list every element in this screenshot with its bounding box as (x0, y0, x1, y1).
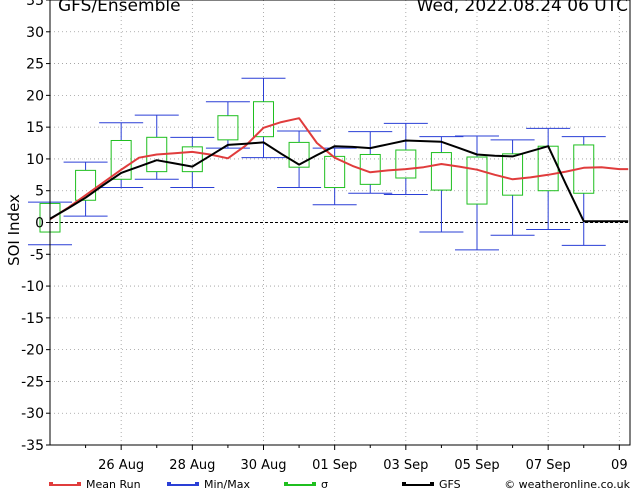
ensemble-box (134, 114, 179, 180)
y-tick-label: -25 (21, 374, 44, 390)
legend-label: GFS (439, 478, 461, 491)
y-tick-label: 5 (35, 184, 44, 200)
y-tick-label: -35 (21, 438, 44, 454)
ensemble-box (205, 101, 250, 149)
x-axis-ticks: 26 Aug 28 Aug 30 Aug 01 Sep 03 Sep 05 Sep 07 S… (85, 445, 628, 473)
ensemble-box (63, 161, 108, 217)
sigma-box (502, 153, 524, 196)
legend-label: Mean Run (86, 478, 141, 491)
ensemble-box (348, 131, 393, 194)
x-tick-label: 03 Sep (383, 458, 428, 473)
y-tick-label: -5 (30, 247, 44, 263)
ensemble-box (419, 136, 464, 233)
run-timestamp: Wed, 2022.08.24 06 UTC (416, 0, 628, 16)
x-tick-label: 05 Sep (454, 458, 499, 473)
credit-text: © weatheronline.co.uk (504, 478, 630, 491)
ensemble-box (312, 147, 357, 206)
sigma-box (217, 115, 239, 141)
sigma-box (288, 141, 310, 168)
legend-label: Min/Max (204, 478, 250, 491)
y-tick-label: -10 (21, 279, 44, 295)
x-tick-label: 28 Aug (169, 458, 215, 473)
y-tick-label: 20 (26, 88, 44, 104)
legend-item-gfs: GFS (402, 478, 461, 491)
plot-frame (49, 0, 631, 446)
ensemble-boxes (28, 77, 606, 251)
ensemble-box (383, 122, 428, 196)
legend-item-sigma: σ (284, 478, 328, 491)
x-tick-label: 09 (611, 458, 628, 473)
legend-swatch-minmax (167, 481, 199, 486)
x-tick-label: 30 Aug (240, 458, 286, 473)
y-tick-label: 15 (26, 120, 44, 136)
sigma-box (430, 152, 452, 191)
sigma-box (395, 149, 417, 179)
ensemble-box (277, 130, 322, 189)
y-tick-label: 0 (35, 216, 44, 232)
x-tick-label: 26 Aug (98, 458, 144, 473)
legend-swatch-sigma (284, 481, 316, 486)
ensemble-box (454, 135, 499, 251)
sigma-box (466, 156, 488, 205)
series-lines (49, 117, 629, 223)
y-tick-label: 30 (26, 25, 44, 41)
y-axis-label: SOI Index (5, 194, 23, 266)
legend: Mean Run Min/Max σ GFS © weatheronline.c… (0, 476, 634, 491)
legend-item-min-max: Min/Max (167, 478, 250, 491)
y-tick-label: -30 (21, 406, 44, 422)
y-tick-label: -20 (21, 343, 44, 359)
y-tick-label: 25 (26, 57, 44, 73)
ensemble-box (241, 77, 286, 159)
ensemble-box (490, 139, 535, 236)
sigma-box (252, 101, 274, 138)
chart-title: GFS/Ensemble (58, 0, 181, 16)
y-axis-ticks: 35 30 25 20 15 10 5 0 -5 -10 -15 -20 -25 -30 -35 (21, 0, 50, 454)
ensemble-box (170, 136, 215, 189)
y-tick-label: -15 (21, 311, 44, 327)
y-tick-label: 35 (26, 0, 44, 9)
x-tick-label: 07 Sep (526, 458, 571, 473)
sigma-box (181, 146, 203, 173)
legend-label: σ (321, 478, 328, 491)
legend-swatch-mean (49, 481, 81, 486)
mean-run-line (49, 117, 629, 221)
sigma-box (110, 139, 132, 180)
gfs-line (49, 139, 629, 223)
ensemble-box (99, 122, 144, 189)
legend-item-mean-run: Mean Run (49, 478, 141, 491)
sigma-box (75, 169, 97, 201)
x-tick-label: 01 Sep (312, 458, 357, 473)
y-tick-label: 10 (26, 152, 44, 168)
legend-swatch-gfs (402, 481, 434, 486)
